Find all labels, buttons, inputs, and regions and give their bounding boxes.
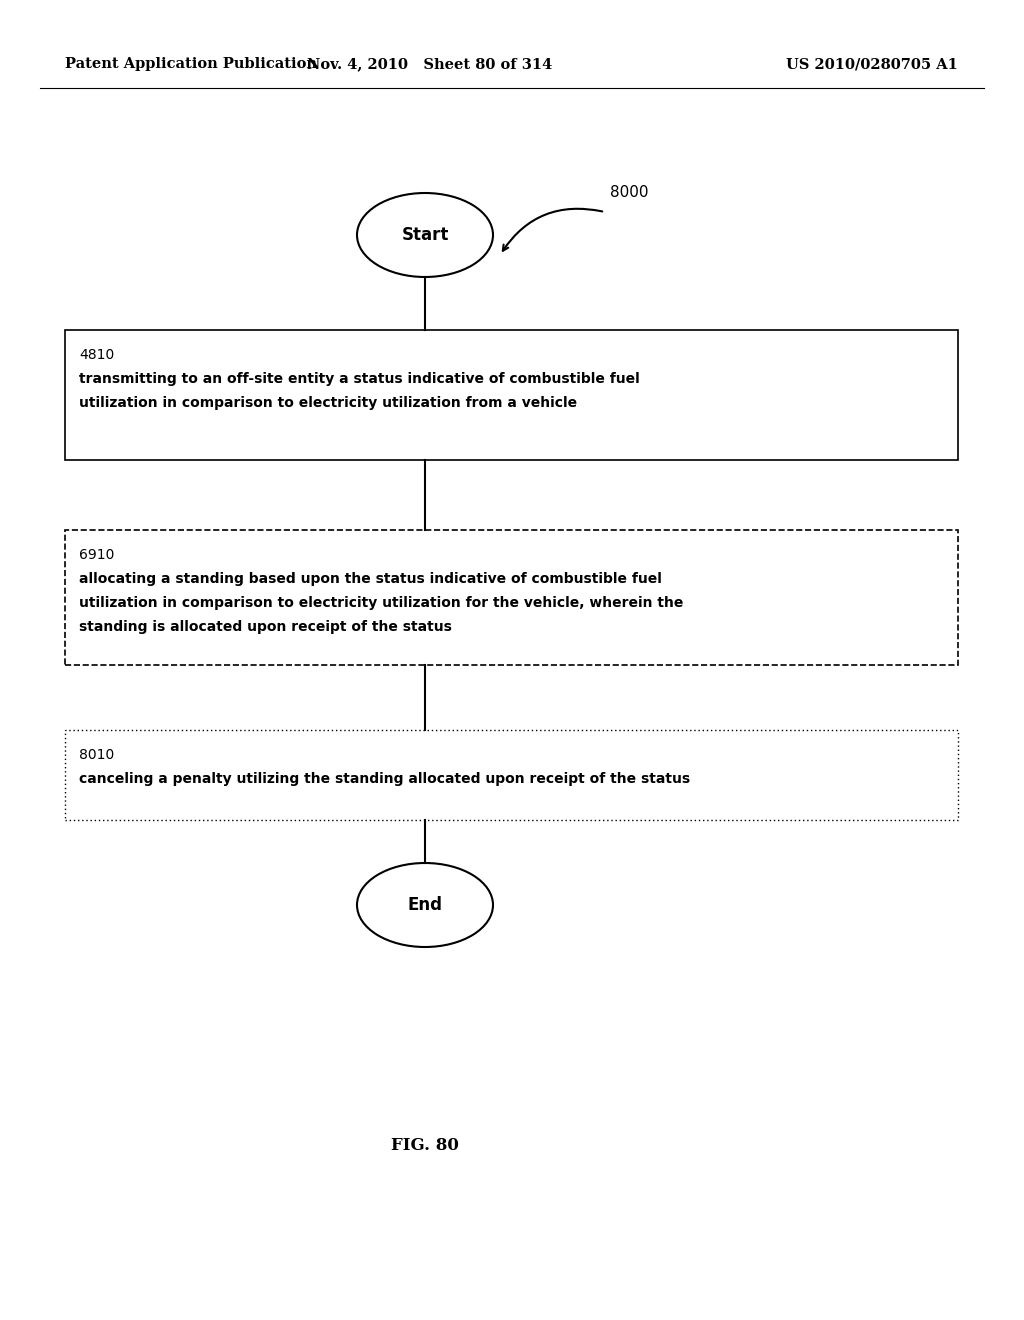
Bar: [65, 730, 958, 820]
Text: FIG. 80: FIG. 80: [391, 1137, 459, 1154]
Text: allocating a standing based upon the status indicative of combustible fuel: allocating a standing based upon the sta…: [79, 572, 662, 586]
Text: transmitting to an off-site entity a status indicative of combustible fuel: transmitting to an off-site entity a sta…: [79, 372, 640, 385]
Text: utilization in comparison to electricity utilization for the vehicle, wherein th: utilization in comparison to electricity…: [79, 597, 683, 610]
Text: Patent Application Publication: Patent Application Publication: [65, 57, 317, 71]
Text: 4810: 4810: [79, 348, 115, 362]
Text: US 2010/0280705 A1: US 2010/0280705 A1: [786, 57, 958, 71]
Text: canceling a penalty utilizing the standing allocated upon receipt of the status: canceling a penalty utilizing the standi…: [79, 772, 690, 785]
Text: Start: Start: [401, 226, 449, 244]
Text: Nov. 4, 2010   Sheet 80 of 314: Nov. 4, 2010 Sheet 80 of 314: [307, 57, 553, 71]
Text: 8010: 8010: [79, 748, 115, 762]
Bar: [65, 330, 958, 459]
Text: 8000: 8000: [610, 185, 648, 201]
Text: standing is allocated upon receipt of the status: standing is allocated upon receipt of th…: [79, 620, 452, 634]
Text: 6910: 6910: [79, 548, 115, 562]
Text: utilization in comparison to electricity utilization from a vehicle: utilization in comparison to electricity…: [79, 396, 578, 411]
Text: End: End: [408, 896, 442, 913]
Bar: [65, 531, 958, 665]
